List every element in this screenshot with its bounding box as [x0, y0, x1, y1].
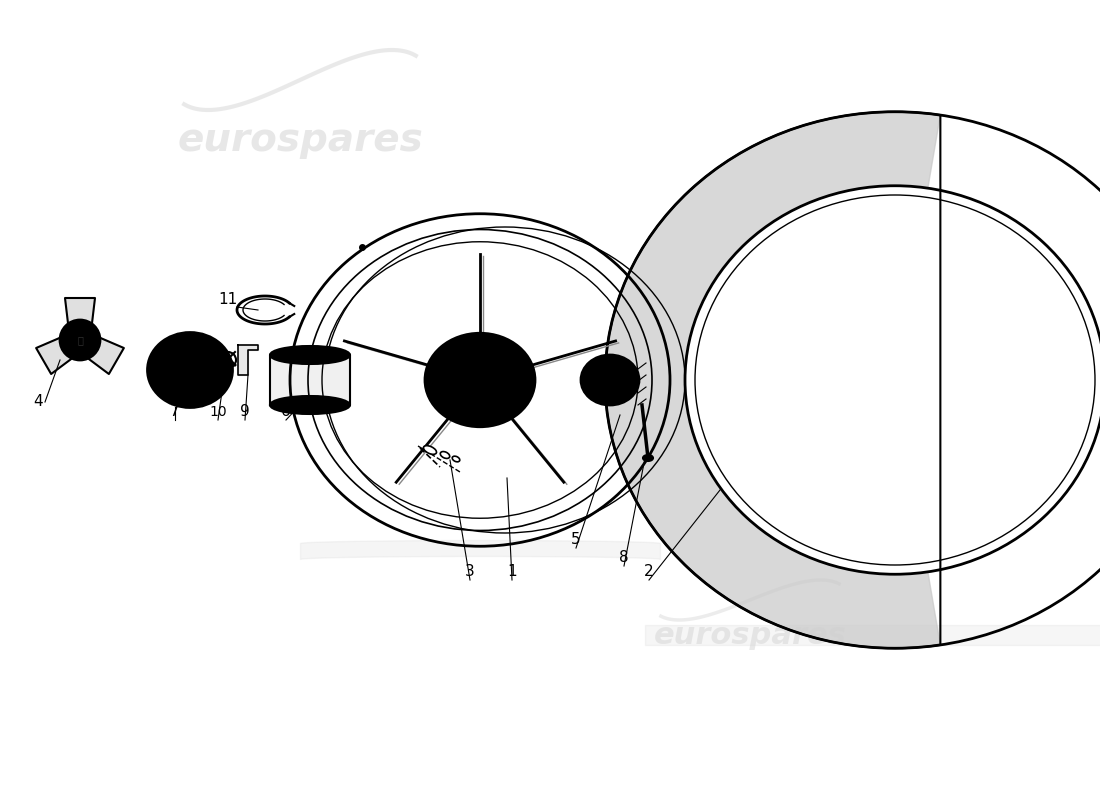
- Ellipse shape: [424, 446, 437, 454]
- Circle shape: [60, 320, 100, 360]
- Text: 7: 7: [170, 405, 179, 419]
- Circle shape: [70, 330, 90, 350]
- Text: 5: 5: [571, 533, 581, 547]
- Ellipse shape: [452, 456, 460, 462]
- Polygon shape: [238, 345, 258, 375]
- Polygon shape: [65, 298, 95, 340]
- Ellipse shape: [175, 357, 205, 383]
- Text: eurospares: eurospares: [177, 121, 422, 159]
- Text: 2: 2: [645, 565, 653, 579]
- Ellipse shape: [425, 334, 535, 426]
- Ellipse shape: [163, 346, 218, 394]
- Ellipse shape: [644, 455, 653, 461]
- Text: 6: 6: [282, 405, 290, 419]
- Polygon shape: [36, 331, 85, 374]
- Polygon shape: [605, 112, 940, 648]
- Text: 🐴: 🐴: [77, 335, 82, 345]
- Text: 4: 4: [33, 394, 43, 410]
- Text: 9: 9: [240, 405, 250, 419]
- Ellipse shape: [590, 363, 630, 397]
- Ellipse shape: [270, 346, 350, 364]
- Text: 10: 10: [209, 405, 227, 419]
- Text: 11: 11: [219, 293, 238, 307]
- Ellipse shape: [440, 451, 450, 458]
- Text: 1: 1: [507, 565, 517, 579]
- Polygon shape: [75, 331, 124, 374]
- Ellipse shape: [581, 355, 639, 405]
- Polygon shape: [270, 355, 350, 405]
- Text: eurospares: eurospares: [653, 621, 846, 650]
- Text: 3: 3: [465, 565, 475, 579]
- Ellipse shape: [270, 396, 350, 414]
- Text: 8: 8: [619, 550, 629, 566]
- Ellipse shape: [147, 333, 232, 407]
